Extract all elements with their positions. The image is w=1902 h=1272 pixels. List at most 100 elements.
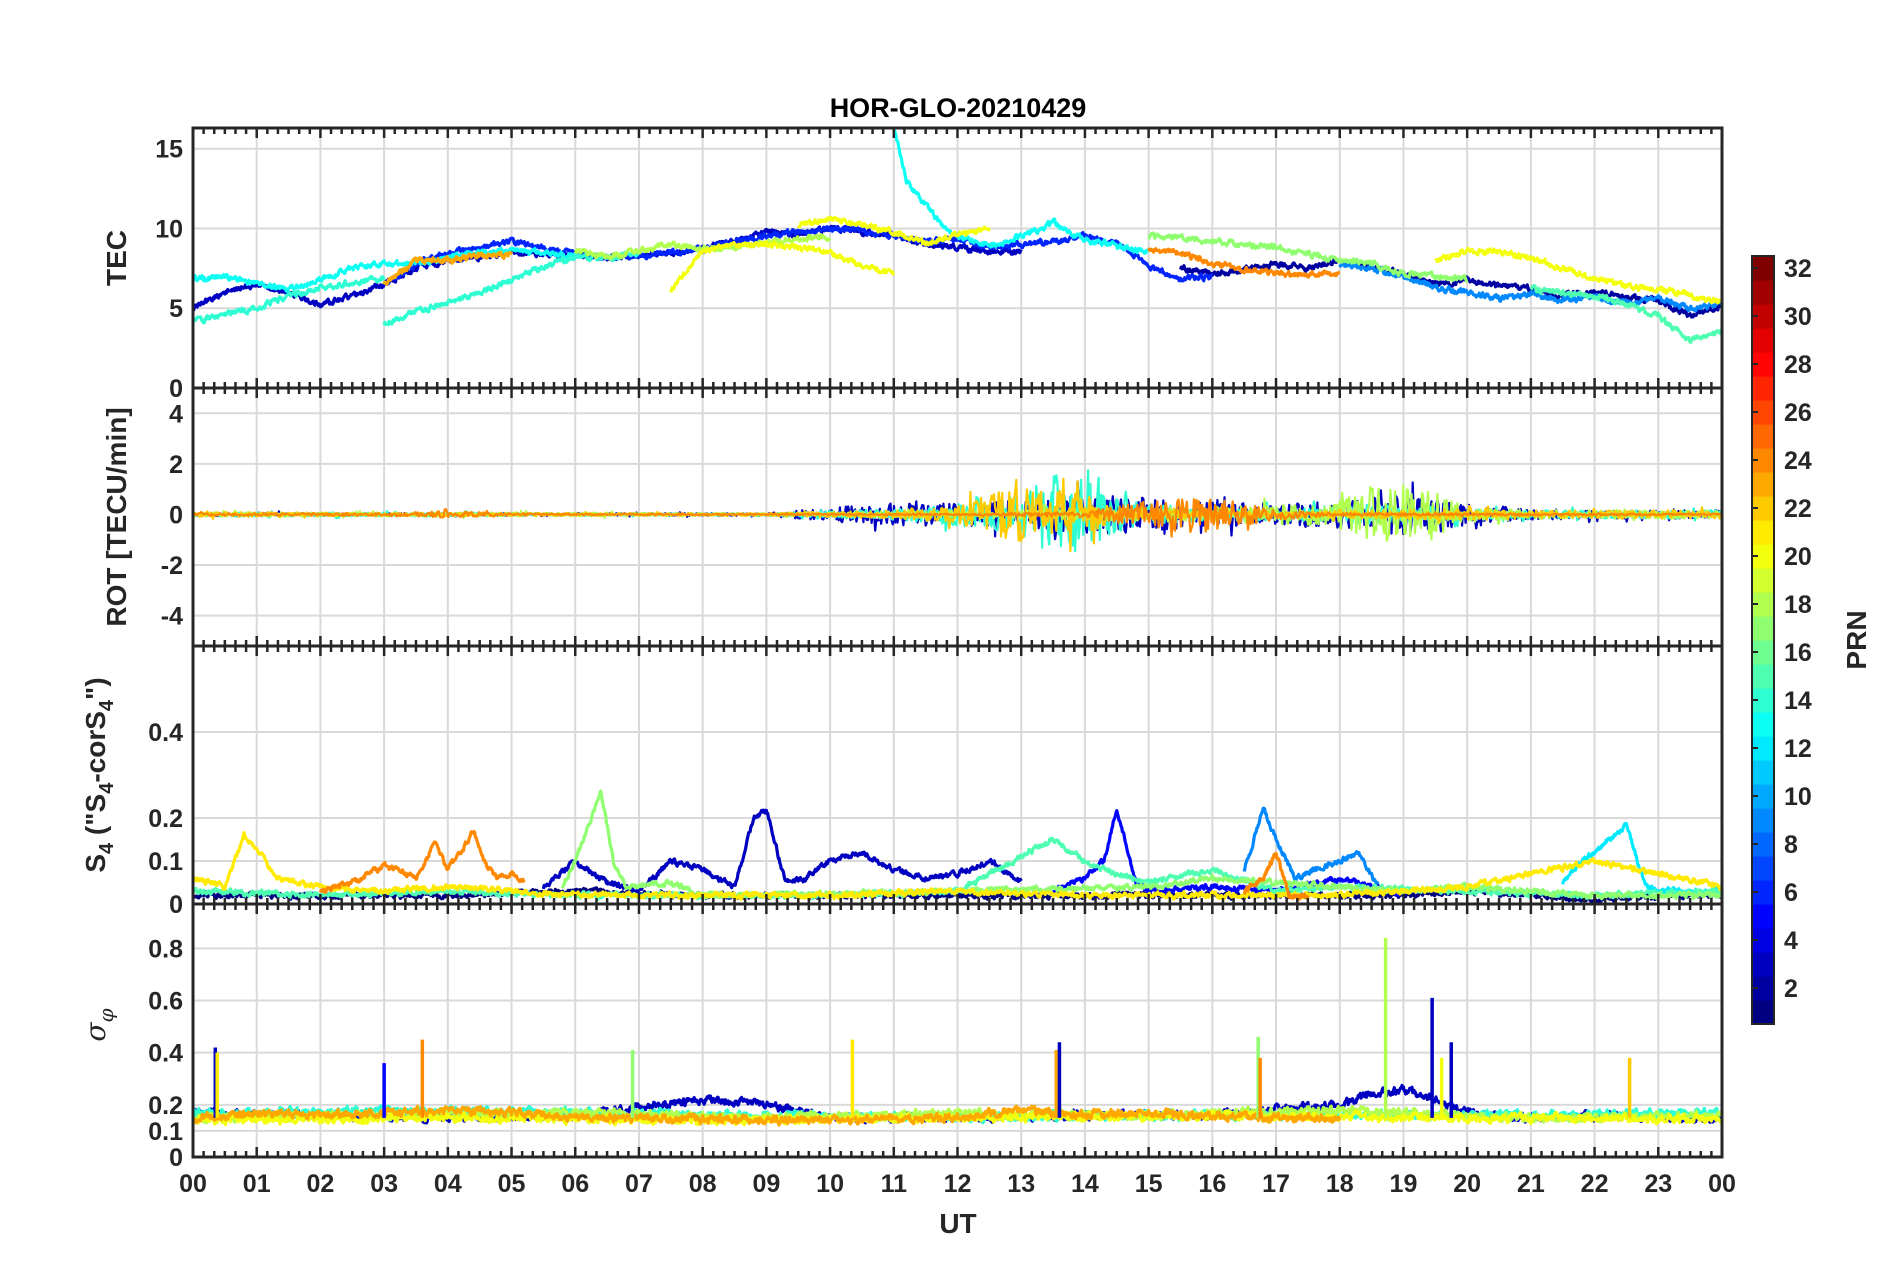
y-label-part-5: 4 (96, 699, 118, 711)
y-label-tec: TEC (101, 230, 132, 286)
colorbar-bin-32 (1752, 256, 1774, 281)
series-tec-prn24-15 (1147, 247, 1341, 279)
x-tick-16: 16 (1198, 1170, 1226, 1198)
y-tick-tec-1: 5 (169, 295, 183, 323)
colorbar-tick-6: 14 (1784, 687, 1812, 715)
x-tick-20: 20 (1453, 1170, 1481, 1198)
y-tick-s4-1: 0.1 (148, 848, 183, 876)
colorbar-tick-5: 12 (1784, 735, 1812, 763)
series-tec-prn9-3 (1338, 260, 1722, 313)
x-tick-19: 19 (1390, 1170, 1418, 1198)
colorbar-bin-23 (1752, 472, 1774, 497)
x-tick-0: 00 (179, 1170, 207, 1198)
x-tick-13: 13 (1007, 1170, 1035, 1198)
x-tick-10: 10 (816, 1170, 844, 1198)
series-tec-prn20-11 (669, 240, 896, 293)
y-label-rot: ROT [TECU/min] (101, 407, 132, 626)
colorbar-tick-2: 6 (1784, 879, 1798, 907)
y-tick-sigma_phi-5: 0.8 (148, 935, 183, 963)
colorbar-tick-13: 28 (1784, 351, 1812, 379)
x-tick-14: 14 (1071, 1170, 1099, 1198)
series-tec-prn2-1 (1178, 257, 1722, 319)
x-tick-6: 06 (561, 1170, 589, 1198)
x-tick-15: 15 (1135, 1170, 1163, 1198)
y-label-s4: S4 ("S4-corS4") (80, 677, 118, 872)
panel-s4: 00.10.20.4S4 ("S4-corS4") (80, 644, 1724, 919)
x-tick-1: 01 (243, 1170, 271, 1198)
x-tick-23: 23 (1644, 1170, 1672, 1198)
colorbar-bin-30 (1752, 304, 1774, 329)
colorbar-bin-28 (1752, 352, 1774, 377)
series-s4-prn21-7 (193, 831, 1722, 901)
y-tick-tec-0: 0 (169, 375, 183, 403)
colorbar-bin-14 (1752, 688, 1774, 713)
y-tick-rot-0: -4 (161, 603, 183, 631)
colorbar-label: PRN (1841, 610, 1872, 669)
colorbar-bin-26 (1752, 400, 1774, 425)
colorbar-bin-31 (1752, 280, 1774, 305)
series-s4-prn24-9 (1242, 851, 1310, 901)
y-tick-rot-2: 0 (169, 501, 183, 529)
colorbar-bin-17 (1752, 616, 1774, 641)
panel-rot: -4 -2 0 2 4 ROT [TECU/min] (101, 386, 1724, 648)
colorbar-bin-3 (1752, 952, 1774, 977)
x-tick-3: 03 (370, 1170, 398, 1198)
colorbar-bin-11 (1752, 760, 1774, 785)
colorbar-bin-6 (1752, 880, 1774, 905)
series-tec-prn20-12 (796, 215, 991, 247)
y-tick-s4-0: 0 (169, 891, 183, 919)
colorbar-bin-20 (1752, 544, 1774, 569)
y-label-part-0: S (80, 854, 111, 873)
x-ticks: 00 01 02 03 04 05 06 07 08 09 10 11 12 13 14 15 16 17 18 19… (179, 1170, 1736, 1198)
colorbar-bin-7 (1752, 856, 1774, 881)
colorbar-bin-19 (1752, 568, 1774, 593)
y-label-part-1: 4 (96, 842, 118, 854)
colorbar-bin-27 (1752, 376, 1774, 401)
colorbar-tick-9: 20 (1784, 543, 1812, 571)
colorbar-tick-11: 24 (1784, 447, 1812, 475)
series-rot-prn24-4 (193, 498, 1722, 538)
colorbar-bin-25 (1752, 424, 1774, 449)
x-tick-9: 09 (752, 1170, 780, 1198)
x-tick-24: 00 (1708, 1170, 1736, 1198)
colorbar-tick-10: 22 (1784, 495, 1812, 523)
colorbar-tick-7: 16 (1784, 639, 1812, 667)
colorbar-bin-15 (1752, 664, 1774, 689)
series-tec-prn15-8 (1529, 284, 1722, 344)
y-tick-sigma_phi-2: 0.2 (148, 1092, 183, 1120)
series-tec-prn14-7 (193, 274, 386, 325)
colorbar-bin-12 (1752, 736, 1774, 761)
x-tick-21: 21 (1517, 1170, 1545, 1198)
x-tick-18: 18 (1326, 1170, 1354, 1198)
y-tick-sigma_phi-1: 0.1 (148, 1118, 183, 1146)
colorbar-tick-14: 30 (1784, 303, 1812, 331)
x-tick-11: 11 (881, 1170, 908, 1198)
y-label-part-4: -corS (80, 711, 111, 783)
colorbar-tick-3: 8 (1784, 831, 1798, 859)
x-tick-7: 07 (625, 1170, 653, 1198)
x-tick-17: 17 (1262, 1170, 1290, 1198)
series-tec-prn14-5 (382, 250, 641, 327)
x-tick-5: 05 (498, 1170, 526, 1198)
y-tick-sigma_phi-4: 0.6 (148, 988, 183, 1016)
y-tick-tec-3: 15 (155, 136, 183, 164)
x-tick-2: 02 (307, 1170, 335, 1198)
y-tick-sigma_phi-0: 0 (169, 1144, 183, 1172)
series-s4-prn9-3 (1242, 806, 1380, 885)
series-s4-prn3-1 (541, 808, 1023, 895)
colorbar-bin-10 (1752, 784, 1774, 809)
y-tick-rot-1: -2 (161, 552, 183, 580)
series-s4-prn24-8 (318, 829, 526, 895)
colorbar-bin-4 (1752, 928, 1774, 953)
series-group-rot (193, 469, 1722, 553)
y-tick-sigma_phi-3: 0.4 (148, 1040, 183, 1068)
y-label-sigma_phi: σφ (79, 1008, 118, 1041)
colorbar-tick-8: 18 (1784, 591, 1812, 619)
colorbar-bin-1 (1752, 1000, 1774, 1025)
series-sigma_phi-prn18-2 (193, 1104, 1722, 1125)
colorbar-tick-0: 2 (1784, 975, 1798, 1003)
colorbar-bin-8 (1752, 832, 1774, 857)
